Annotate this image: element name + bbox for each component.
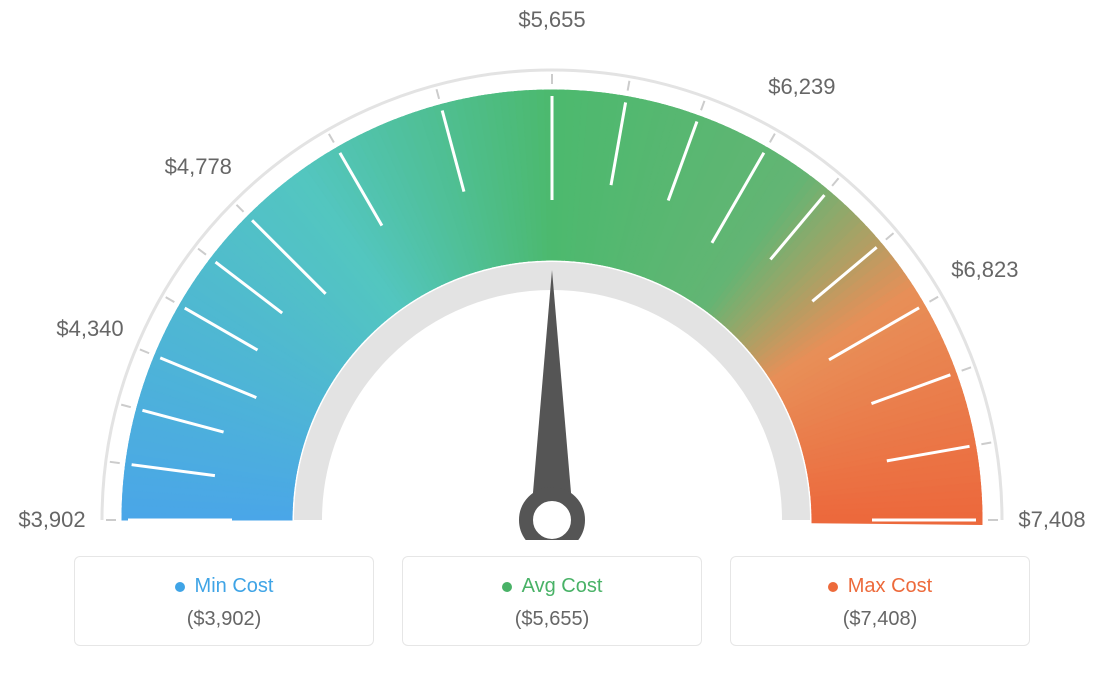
legend-value-min: ($3,902) [85, 608, 363, 631]
legend-card-min: Min Cost ($3,902) [74, 556, 374, 646]
gauge-chart: $3,902 $4,340 $4,778 $5,655 $6,239 $6,823 $7,4… [0, 0, 1104, 540]
gauge-tick-label: $4,778 [165, 154, 232, 180]
gauge-tick-label: $4,340 [56, 316, 123, 342]
dot-icon [502, 582, 512, 592]
legend-title-min: Min Cost [175, 575, 274, 598]
legend-title-max: Max Cost [828, 575, 932, 598]
dot-icon [175, 582, 185, 592]
gauge-tick-label: $6,239 [768, 74, 835, 100]
gauge-tick-label: $5,655 [518, 7, 585, 33]
legend-card-avg: Avg Cost ($5,655) [402, 556, 702, 646]
gauge-tick-label: $3,902 [18, 507, 85, 533]
legend-title-text: Min Cost [195, 575, 274, 598]
legend-title-text: Max Cost [848, 575, 932, 598]
gauge-svg [0, 0, 1104, 540]
gauge-tick-label: $6,823 [951, 257, 1018, 283]
legend-value-avg: ($5,655) [413, 608, 691, 631]
dot-icon [828, 582, 838, 592]
legend-row: Min Cost ($3,902) Avg Cost ($5,655) Max … [0, 556, 1104, 646]
gauge-tick-label: $7,408 [1018, 507, 1085, 533]
legend-title-text: Avg Cost [522, 575, 603, 598]
legend-value-max: ($7,408) [741, 608, 1019, 631]
legend-title-avg: Avg Cost [502, 575, 603, 598]
legend-card-max: Max Cost ($7,408) [730, 556, 1030, 646]
